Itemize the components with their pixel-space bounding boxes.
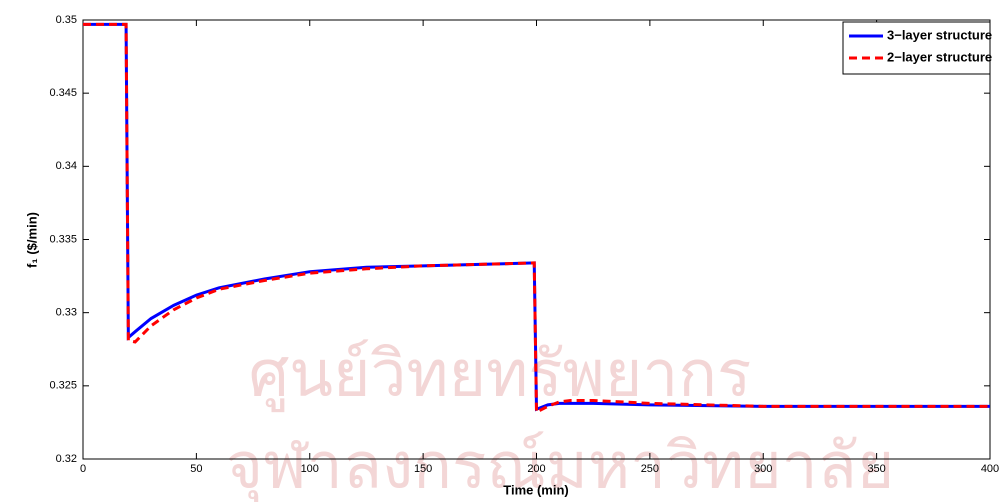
x-tick-label: 150 — [414, 463, 432, 475]
x-tick-label: 350 — [867, 463, 885, 475]
x-tick-label: 100 — [301, 463, 319, 475]
x-tick-label: 300 — [754, 463, 772, 475]
y-tick-label: 0.335 — [49, 233, 77, 245]
y-tick-label: 0.345 — [49, 87, 77, 99]
legend-label: 3−layer structure — [887, 27, 992, 42]
y-axis-label: f₁ ($/min) — [24, 212, 39, 268]
x-tick-label: 200 — [527, 463, 545, 475]
data-line — [83, 24, 990, 412]
y-tick-label: 0.34 — [56, 160, 77, 172]
x-tick-label: 0 — [80, 463, 86, 475]
y-tick-label: 0.325 — [49, 380, 77, 392]
watermark: ศูนย์วิทยทรัพยากร — [249, 338, 752, 413]
x-tick-label: 250 — [641, 463, 659, 475]
y-tick-label: 0.35 — [56, 14, 77, 26]
y-tick-label: 0.33 — [56, 307, 77, 319]
legend-label: 2−layer structure — [887, 49, 992, 64]
x-tick-label: 400 — [981, 463, 999, 475]
x-tick-label: 50 — [190, 463, 202, 475]
chart: ศูนย์วิทยทรัพยากร จุฬาลงกรณ์มหาวิทยาลัย … — [0, 0, 1005, 502]
x-axis-label: Time (min) — [503, 482, 569, 497]
y-tick-label: 0.32 — [56, 453, 77, 465]
